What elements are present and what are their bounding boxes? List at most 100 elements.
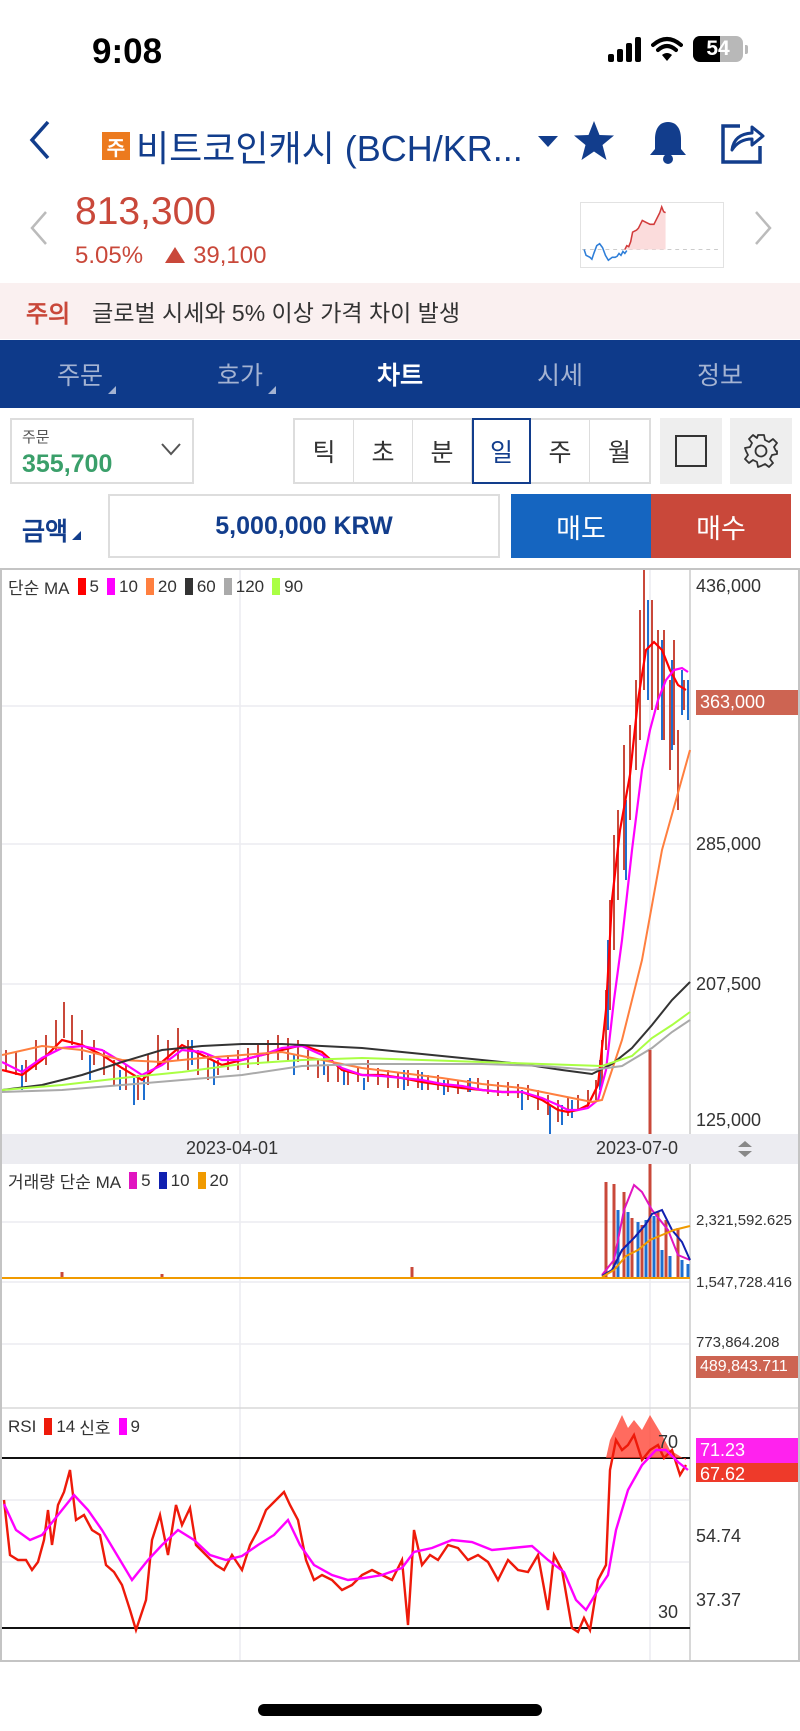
battery-level: 54	[706, 37, 730, 60]
caution-badge: 주	[102, 132, 130, 160]
star-icon[interactable]	[570, 118, 618, 166]
header: 주 비트코인캐시 (BCH/KR...	[0, 110, 800, 170]
legend-swatch	[145, 578, 154, 595]
status-bar: 9:08 54	[0, 0, 800, 100]
legend-label: 20	[209, 1170, 229, 1190]
legend-swatch	[158, 1172, 167, 1189]
legend-label: 9	[130, 1416, 141, 1436]
rsi-level-70: 70	[658, 1432, 679, 1452]
period-tick[interactable]: 틱	[295, 420, 354, 482]
period-week[interactable]: 주	[531, 420, 590, 482]
buy-button[interactable]: 매수	[651, 494, 791, 558]
submenu-corner-icon	[108, 386, 116, 394]
order-price-dropdown[interactable]: 주문 355,700	[10, 418, 194, 484]
rsi-axis-tick: 37.37	[696, 1590, 742, 1610]
period-day[interactable]: 일	[472, 418, 531, 484]
resize-handle-icon[interactable]	[736, 1140, 754, 1158]
chart-toolbar: 주문 355,700 틱 초 분 일 주 월	[0, 418, 800, 484]
main-tabs: 주문 호가 차트 시세 정보	[0, 340, 800, 408]
price-summary: 813,300 5.05% 39,100	[0, 180, 800, 280]
rsi-signal-tag: 71.23	[696, 1438, 798, 1463]
legend-title: 거래량 단순 MA	[8, 1173, 122, 1192]
legend-swatch	[197, 1172, 206, 1189]
legend-label: 5	[89, 576, 99, 596]
battery-icon: 54	[693, 36, 743, 62]
chart-area[interactable]: 단순 MA 5 10 20 60 120 90 436,000 363,000 …	[0, 568, 800, 1662]
legend-title: RSI	[8, 1416, 37, 1436]
legend-swatch	[118, 1418, 127, 1435]
back-icon[interactable]	[24, 118, 60, 162]
date-tick: 2023-04-01	[186, 1138, 279, 1158]
order-label: 주문	[22, 429, 50, 446]
warning-message: 글로벌 시세와 5% 이상 가격 차이 발생	[92, 300, 460, 326]
amount-label: 금액	[22, 518, 69, 546]
square-icon	[675, 435, 707, 467]
asset-selector[interactable]: 주 비트코인캐시 (BCH/KR...	[102, 120, 523, 172]
status-icons: 54	[608, 36, 748, 62]
legend-label: 120	[235, 576, 265, 596]
current-price-tag: 363,000	[696, 690, 798, 715]
rsi-legend: RSI 14 신호 9	[8, 1414, 140, 1439]
up-triangle-icon	[165, 247, 186, 263]
price-change: 5.05% 39,100	[75, 242, 266, 270]
legend-swatch	[77, 578, 86, 595]
amount-type-selector[interactable]: 금액	[22, 512, 82, 548]
current-volume-tag: 489,843.711	[696, 1356, 798, 1378]
date-axis[interactable]: 2023-04-01 2023-07-0	[2, 1134, 798, 1164]
price-axis-tick: 207,500	[696, 974, 762, 994]
asset-title: 비트코인캐시 (BCH/KR...	[136, 128, 523, 169]
submenu-corner-icon	[72, 531, 82, 540]
legend-label: 10	[118, 576, 138, 596]
amount-input[interactable]: 5,000,000 KRW	[108, 494, 500, 558]
chevron-down-icon	[161, 443, 181, 456]
date-tick: 2023-07-0	[596, 1138, 679, 1158]
legend-swatch	[272, 578, 281, 595]
order-value: 355,700	[22, 450, 113, 478]
tab-label: 차트	[376, 362, 423, 390]
wifi-icon	[651, 37, 683, 61]
tab-orderbook[interactable]: 호가	[160, 340, 320, 408]
current-price: 813,300	[75, 190, 216, 233]
period-minute[interactable]: 분	[413, 420, 472, 482]
tab-label: 정보	[696, 362, 743, 390]
fullscreen-button[interactable]	[660, 418, 722, 484]
legend-label: 신호	[79, 1419, 111, 1438]
period-selector: 틱 초 분 일 주 월	[293, 418, 651, 484]
tab-label: 주문	[56, 362, 103, 390]
tab-label: 시세	[536, 362, 583, 390]
dropdown-caret-icon[interactable]	[538, 136, 558, 147]
legend-label: 20	[157, 576, 177, 596]
cellular-signal-icon	[608, 36, 641, 62]
period-second[interactable]: 초	[354, 420, 413, 482]
chart-settings-button[interactable]	[730, 418, 792, 484]
volume-axis-tick: 1,547,728.416	[696, 1274, 792, 1291]
tab-label: 호가	[216, 362, 263, 390]
gear-icon	[744, 434, 778, 468]
tab-market-price[interactable]: 시세	[480, 340, 640, 408]
prev-asset-icon[interactable]	[28, 210, 50, 246]
volume-axis-tick: 2,321,592.625	[696, 1212, 792, 1229]
amount-row: 금액 5,000,000 KRW 매도 매수	[0, 492, 800, 560]
legend-swatch	[223, 578, 232, 595]
price-axis-tick: 285,000	[696, 834, 762, 854]
legend-label: 60	[196, 576, 216, 596]
tab-info[interactable]: 정보	[640, 340, 800, 408]
tab-order[interactable]: 주문	[0, 340, 160, 408]
warning-tag: 주의	[26, 300, 71, 328]
status-time: 9:08	[92, 32, 163, 71]
share-icon[interactable]	[718, 118, 766, 166]
legend-swatch	[44, 1418, 53, 1435]
volume-ma-legend: 거래량 단순 MA 5 10 20	[8, 1168, 228, 1193]
period-month[interactable]: 월	[607, 439, 631, 467]
chart-canvas[interactable]	[2, 570, 798, 1660]
bell-icon[interactable]	[644, 118, 692, 166]
tab-chart[interactable]: 차트	[320, 340, 480, 408]
legend-label: 5	[141, 1170, 151, 1190]
legend-label: 14	[56, 1416, 76, 1436]
sell-button[interactable]: 매도	[511, 494, 651, 558]
mini-sparkline[interactable]	[580, 202, 724, 268]
legend-label: 90	[284, 576, 304, 596]
next-asset-icon[interactable]	[752, 210, 774, 246]
home-indicator[interactable]	[258, 1704, 542, 1716]
legend-label: 10	[170, 1170, 190, 1190]
